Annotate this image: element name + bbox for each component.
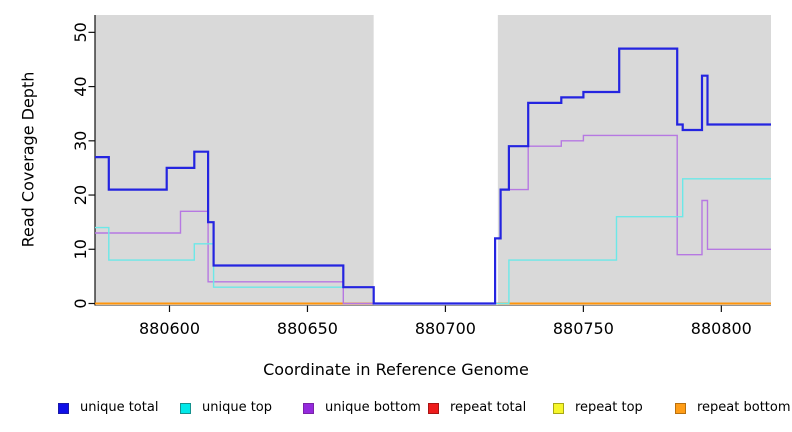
legend-item-repeat-top: repeat top [553, 399, 643, 417]
legend-label-repeat-total: repeat total [450, 400, 527, 415]
x-tick-label: 880800 [691, 319, 752, 338]
legend-item-unique-top: unique top [180, 399, 272, 417]
legend-label-repeat-top: repeat top [575, 400, 643, 415]
y-tick-label: 0 [71, 298, 90, 308]
y-tick-label: 30 [71, 131, 90, 151]
legend-swatch-repeat-total [428, 402, 439, 414]
legend-label-repeat-bottom: repeat bottom [697, 400, 791, 415]
y-tick-label: 40 [71, 76, 90, 96]
uncovered-region-band [373, 15, 498, 306]
y-tick-label: 10 [71, 239, 90, 259]
legend-item-repeat-bottom: repeat bottom [675, 399, 791, 417]
series-line-unique-bottom [95, 134, 771, 305]
legend-item-unique-total: unique total [58, 399, 158, 417]
legend-item-unique-bottom: unique bottom [303, 399, 421, 417]
x-tick-label: 880650 [277, 319, 338, 338]
legend-swatch-unique-bottom [303, 402, 314, 414]
coverage-plot-canvas: 0 10 20 30 40 50 880600 880650 880700 880750 88080… [71, 15, 771, 338]
y-axis-title: Read Coverage Depth [18, 71, 38, 248]
x-tick-label: 880700 [415, 319, 476, 338]
legend-label-unique-bottom: unique bottom [325, 400, 421, 415]
legend-swatch-repeat-bottom [675, 402, 686, 414]
legend: unique total unique top unique bottom repea… [0, 399, 792, 423]
y-tick-label: 20 [71, 185, 90, 205]
x-axis-title: Coordinate in Reference Genome [263, 360, 529, 379]
legend-label-unique-top: unique top [202, 400, 273, 415]
series-line-unique-total [95, 47, 771, 305]
x-tick-label: 880600 [139, 319, 200, 338]
y-tick-label: 50 [71, 22, 90, 42]
legend-label-unique-total: unique total [80, 400, 159, 415]
legend-swatch-unique-total [58, 402, 69, 414]
legend-item-repeat-total: repeat total [428, 399, 526, 417]
x-tick-label: 880750 [553, 319, 614, 338]
legend-swatch-unique-top [180, 402, 191, 414]
legend-swatch-repeat-top [553, 402, 564, 414]
